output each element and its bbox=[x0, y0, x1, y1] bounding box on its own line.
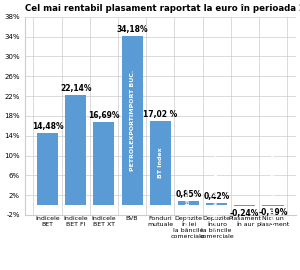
Text: Aprecierea leului în raport cu euro: Aprecierea leului în raport cu euro bbox=[270, 145, 276, 266]
Bar bbox=[122, 36, 142, 205]
Text: BT Index: BT Index bbox=[158, 148, 163, 178]
Bar bbox=[262, 205, 284, 206]
Text: 16,69%: 16,69% bbox=[88, 111, 120, 120]
Text: 17,02 %: 17,02 % bbox=[143, 110, 177, 119]
Bar bbox=[65, 95, 86, 205]
Text: 14,48%: 14,48% bbox=[32, 122, 63, 131]
Bar bbox=[93, 122, 115, 205]
Text: PETROLEXPORTIMPORT BUC.: PETROLEXPORTIMPORT BUC. bbox=[130, 70, 135, 171]
Bar bbox=[178, 201, 199, 205]
Text: 0,42%: 0,42% bbox=[203, 192, 230, 201]
Text: -0,24%: -0,24% bbox=[230, 209, 260, 218]
Text: RIB, Libra Bank, Marfin Bank: RIB, Libra Bank, Marfin Bank bbox=[214, 153, 219, 255]
Text: 22,14%: 22,14% bbox=[60, 84, 92, 93]
Bar bbox=[234, 205, 255, 206]
Text: 0,85%: 0,85% bbox=[175, 190, 202, 199]
Bar bbox=[150, 121, 171, 205]
Text: Cel mai rentabil plasament raportat la euro în perioada 24.07 - 24.08.2009: Cel mai rentabil plasament raportat la e… bbox=[25, 4, 300, 13]
Text: Garanti Bank: Garanti Bank bbox=[186, 180, 191, 226]
Text: 34,18%: 34,18% bbox=[116, 25, 148, 34]
Bar bbox=[206, 203, 227, 205]
Text: -0,19%: -0,19% bbox=[258, 208, 288, 218]
Bar bbox=[37, 133, 58, 205]
